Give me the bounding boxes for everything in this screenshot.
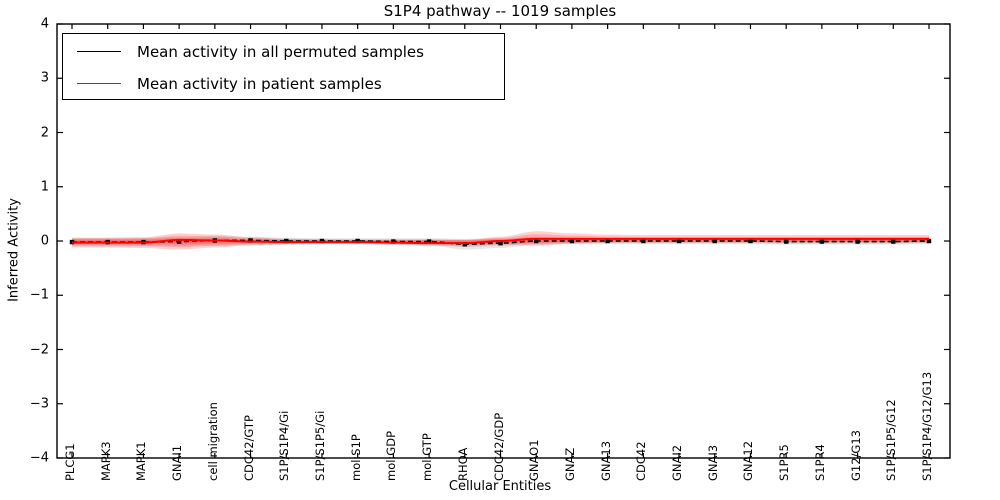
y-tick-label: −1 [29,287,49,303]
x-tick-label: MAPK1 [134,441,149,481]
x-tick-label: GNAI3 [705,444,720,481]
x-tick-label: GNA12 [741,440,756,481]
y-tick-label: 2 [40,125,49,140]
y-tick-label: 1 [40,179,49,195]
legend-label-patient: Mean activity in patient samples [137,74,382,93]
x-tick-label: S1P/S1P5/G12 [884,399,899,481]
x-tick-label: G12/G13 [848,430,863,481]
x-tick-label: mol:GTP [420,433,435,481]
x-tick-label: GNA13 [598,440,613,481]
x-tick-label: S1P/S1P5/Gi [312,410,327,481]
x-tick-label: mol:S1P [348,434,363,481]
y-tick-label: −4 [29,450,49,466]
x-tick-label: CDC42 [634,441,649,481]
y-tick-label: −2 [29,342,49,357]
x-tick-label: S1PR4 [812,444,827,481]
x-tick-label: GNAI2 [670,444,685,481]
x-tick-label: PLCG1 [63,443,77,481]
legend-entry-permuted: Mean activity in all permuted samples [63,35,504,68]
series-lines [69,237,932,247]
chart-legend: Mean activity in all permuted samples Me… [62,33,505,100]
x-tick-label: GNAZ [562,447,577,481]
y-tick-label: −3 [29,396,49,412]
axis-ticks [57,23,950,459]
legend-line-icon-permuted [77,51,121,52]
legend-label-permuted: Mean activity in all permuted samples [137,42,424,61]
chart-title: S1P4 pathway -- 1019 samples [383,2,617,20]
x-tick-label: S1PR5 [777,444,792,481]
x-tick-label: GNAI1 [170,444,185,481]
x-tick-label: MAPK3 [98,441,113,481]
x-tick-label: mol:GDP [384,430,399,481]
x-axis-label: Cellular Entities [448,479,552,494]
y-tick-label: 3 [40,70,49,86]
y-tick-label: 4 [40,16,49,32]
legend-line-icon-patient [77,83,121,84]
x-tick-label: S1P/S1P4/Gi [277,410,292,481]
y-tick-label: 0 [40,233,49,249]
x-tick-label: CDC42/GTP [241,415,256,481]
x-tick-label: cell migration [205,402,220,481]
x-tick-label: GNAO1 [527,439,542,481]
x-tick-label: CDC42/GDP [491,412,506,481]
legend-entry-patient: Mean activity in patient samples [63,67,504,100]
x-tick-label: S1P/S1P4/G12/G13 [920,371,934,481]
x-tick-label: RHOA [455,447,470,481]
